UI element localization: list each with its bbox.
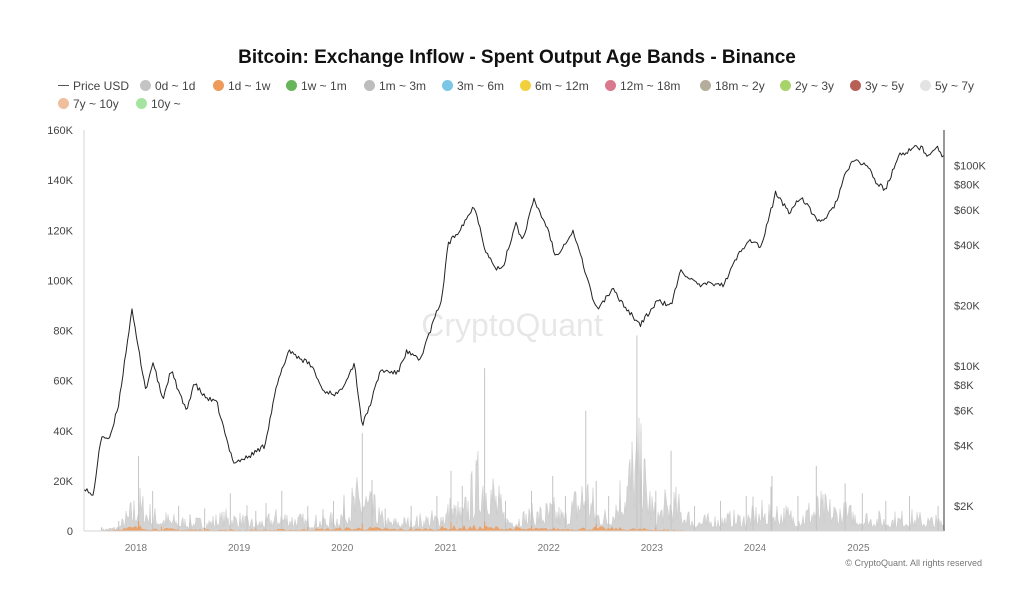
legend-dot-marker xyxy=(58,98,69,109)
legend-label: 1d ~ 1w xyxy=(228,79,271,93)
y-right-tick-label: $4K xyxy=(954,441,974,453)
legend-dot-marker xyxy=(780,80,791,91)
legend-label: 18m ~ 2y xyxy=(715,79,765,93)
y-right-tick-label: $6K xyxy=(954,405,974,417)
y-right-tick-label: $100K xyxy=(954,160,986,172)
y-right-tick-label: $8K xyxy=(954,380,974,392)
x-tick-label: 2023 xyxy=(641,543,664,554)
legend-item[interactable]: 7y ~ 10y xyxy=(58,96,119,112)
legend-dot-marker xyxy=(442,80,453,91)
inflow-spikes xyxy=(189,431,772,531)
legend-label: 3m ~ 6m xyxy=(457,79,505,93)
legend-dot-marker xyxy=(364,80,375,91)
legend-label: 0d ~ 1d xyxy=(155,79,196,93)
legend-label: 10y ~ xyxy=(151,97,181,111)
x-tick-label: 2019 xyxy=(228,543,251,554)
y-right-tick-label: $10K xyxy=(954,361,980,373)
legend-dot-marker xyxy=(140,80,151,91)
legend-label: 6m ~ 12m xyxy=(535,79,589,93)
legend-label: 5y ~ 7y xyxy=(935,79,975,93)
y-left-tick-label: 80K xyxy=(53,326,73,338)
legend-dot-marker xyxy=(605,80,616,91)
watermark: CryptoQuant xyxy=(421,307,603,343)
legend-label: 3y ~ 5y xyxy=(865,79,905,93)
y-left-tick-label: 0 xyxy=(67,526,73,538)
y-right-tick-label: $60K xyxy=(954,205,980,217)
legend-line-marker xyxy=(58,85,69,86)
copyright-notice: © CryptoQuant. All rights reserved xyxy=(845,558,982,568)
legend-label: Price USD xyxy=(73,79,130,93)
y-left-tick-label: 120K xyxy=(47,225,73,237)
legend-dot-marker xyxy=(850,80,861,91)
legend-label: 12m ~ 18m xyxy=(620,79,681,93)
legend-item[interactable]: 1m ~ 3m xyxy=(364,78,426,94)
y-left-tick-label: 60K xyxy=(53,376,73,388)
legend-dot-marker xyxy=(136,98,147,109)
legend-label: 1w ~ 1m xyxy=(301,79,347,93)
legend-dot-marker xyxy=(700,80,711,91)
legend-dot-marker xyxy=(286,80,297,91)
x-tick-label: 2025 xyxy=(847,543,870,554)
legend-item[interactable]: 0d ~ 1d xyxy=(140,78,195,94)
legend-item[interactable]: 5y ~ 7y xyxy=(920,78,974,94)
legend-item[interactable]: 3m ~ 6m xyxy=(442,78,504,94)
legend-item[interactable]: 6m ~ 12m xyxy=(520,78,589,94)
legend-dot-marker xyxy=(920,80,931,91)
y-left-tick-label: 100K xyxy=(47,275,73,287)
y-right-tick-label: $40K xyxy=(954,240,980,252)
legend-item[interactable]: 1d ~ 1w xyxy=(213,78,270,94)
legend-item[interactable]: 10y ~ xyxy=(136,96,181,112)
legend-item[interactable]: 3y ~ 5y xyxy=(850,78,904,94)
x-tick-label: 2022 xyxy=(538,543,561,554)
y-left-tick-label: 20K xyxy=(53,476,73,488)
y-left-tick-label: 40K xyxy=(53,426,73,438)
y-left-tick-label: 140K xyxy=(47,175,73,187)
legend-label: 1m ~ 3m xyxy=(379,79,427,93)
legend-dot-marker xyxy=(520,80,531,91)
x-tick-label: 2021 xyxy=(435,543,458,554)
y-right-tick-label: $80K xyxy=(954,180,980,192)
chart-title: Bitcoin: Exchange Inflow - Spent Output … xyxy=(238,47,796,68)
inflow-series-area xyxy=(101,524,703,532)
price-line xyxy=(83,145,944,496)
legend-dot-marker xyxy=(213,80,224,91)
y-left-tick-label: 160K xyxy=(47,125,73,137)
x-tick-label: 2020 xyxy=(331,543,354,554)
legend-item[interactable]: 12m ~ 18m xyxy=(605,78,680,94)
legend-item[interactable]: 1w ~ 1m xyxy=(286,78,347,94)
legend-label: 2y ~ 3y xyxy=(795,79,835,93)
x-tick-label: 2018 xyxy=(125,543,148,554)
y-right-tick-label: $20K xyxy=(954,300,980,312)
legend-item[interactable]: 2y ~ 3y xyxy=(780,78,834,94)
inflow-series-area xyxy=(101,417,945,532)
legend-label: 7y ~ 10y xyxy=(73,97,119,111)
x-tick-label: 2024 xyxy=(744,543,767,554)
legend-item[interactable]: 18m ~ 2y xyxy=(700,78,765,94)
legend-item[interactable]: Price USD xyxy=(58,78,129,94)
y-right-tick-label: $2K xyxy=(954,501,974,513)
